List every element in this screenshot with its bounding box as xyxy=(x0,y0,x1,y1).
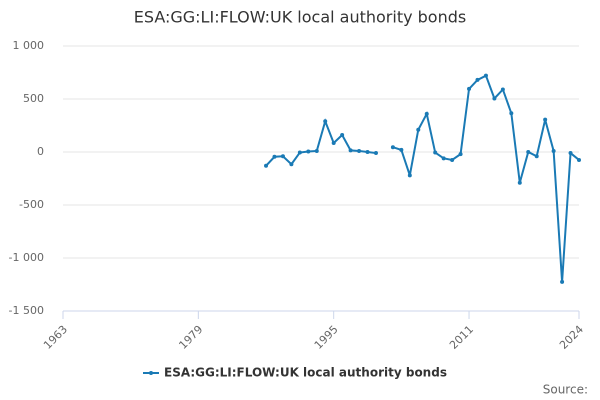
point xyxy=(458,152,463,157)
point xyxy=(543,117,548,122)
point xyxy=(323,119,328,124)
point xyxy=(264,163,269,168)
y-tick-label: -1 500 xyxy=(9,304,44,317)
x-tick-label: 2011 xyxy=(447,323,476,352)
point xyxy=(551,148,556,153)
point xyxy=(280,154,285,159)
y-tick-label: 0 xyxy=(37,145,44,158)
point xyxy=(475,77,480,82)
source: Source: xyxy=(543,383,588,397)
point xyxy=(450,157,455,162)
point xyxy=(492,96,497,101)
point xyxy=(424,111,429,116)
point xyxy=(399,147,404,152)
point xyxy=(272,154,277,159)
point xyxy=(348,148,353,153)
point xyxy=(373,151,378,156)
point xyxy=(407,173,412,178)
point xyxy=(509,111,514,116)
point xyxy=(467,86,472,91)
point xyxy=(483,73,488,78)
point xyxy=(357,148,362,153)
chart-title: ESA:GG:LI:FLOW:UK local authority bonds xyxy=(134,8,466,27)
point xyxy=(517,180,522,185)
x-tick-label: 1963 xyxy=(41,323,70,352)
y-tick-label: -500 xyxy=(19,198,44,211)
y-tick-label: -1 000 xyxy=(9,251,44,264)
point xyxy=(526,150,531,154)
point xyxy=(297,150,302,155)
point xyxy=(441,156,446,161)
x-tick-label: 1979 xyxy=(176,323,205,352)
point xyxy=(568,151,573,156)
point xyxy=(390,145,395,150)
point xyxy=(534,154,539,159)
point xyxy=(560,279,565,284)
x-tick-label: 2024 xyxy=(557,323,586,352)
point xyxy=(340,133,345,138)
point xyxy=(314,148,319,153)
point xyxy=(306,149,311,154)
point xyxy=(500,87,505,92)
x-tick-label: 1995 xyxy=(312,323,341,352)
point xyxy=(331,140,336,145)
legend-label: ESA:GG:LI:FLOW:UK local authority bonds xyxy=(164,366,447,380)
point xyxy=(577,157,581,162)
legend-marker xyxy=(149,371,153,375)
y-tick-label: 1 000 xyxy=(13,39,45,52)
point xyxy=(289,162,294,167)
series-line xyxy=(265,74,580,282)
point xyxy=(365,150,370,154)
point xyxy=(416,127,421,132)
y-tick-label: 500 xyxy=(23,92,44,105)
point xyxy=(433,150,438,155)
